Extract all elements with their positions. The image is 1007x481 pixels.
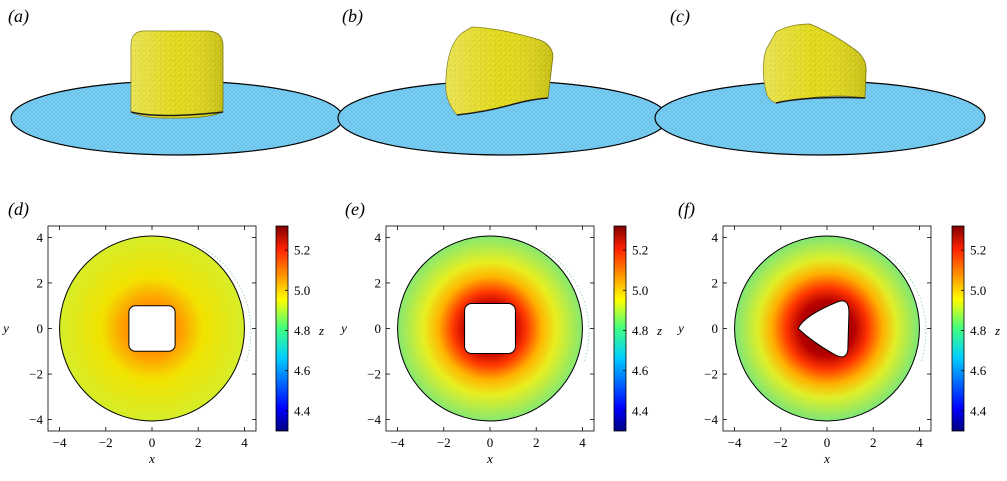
panel-label: (e) bbox=[345, 199, 365, 220]
x-tick-label: 4 bbox=[579, 435, 586, 450]
x-tick-label: 2 bbox=[870, 435, 877, 450]
colorbar-tick-label: 4.4 bbox=[294, 403, 311, 418]
y-tick-label: 4 bbox=[375, 230, 382, 245]
heatmap-panels: (d) −4 −2 0 2 4 4 2 0 −2 −4 x y 5.2 5.0 4.8 z 4.6 4.4 (e) −4… bbox=[1, 199, 1000, 466]
colorbar-tick-label: 4.4 bbox=[632, 403, 649, 418]
colorbar bbox=[276, 226, 288, 431]
cubic-particle bbox=[131, 31, 223, 118]
colorbar-label: z bbox=[994, 323, 1000, 338]
y-axis-label: y bbox=[339, 321, 347, 336]
x-tick-label: 0 bbox=[824, 435, 831, 450]
y-tick-label: −2 bbox=[704, 367, 718, 382]
colorbar-tick-label: 4.6 bbox=[970, 363, 987, 378]
heatmap-panel: (e) −4 −2 0 2 4 4 2 0 −2 −4 x y 5.2 5.0 4.8 z 4.6 4.4 bbox=[339, 199, 662, 466]
colorbar-tick-label: 4.8 bbox=[970, 323, 986, 338]
x-tick-label: 0 bbox=[487, 435, 494, 450]
colorbar-label: z bbox=[318, 323, 324, 338]
particle-footprint bbox=[465, 303, 516, 353]
y-tick-label: 2 bbox=[375, 275, 382, 290]
panel-label: (f) bbox=[678, 199, 695, 220]
y-tick-label: −4 bbox=[704, 412, 718, 427]
render-a bbox=[11, 31, 343, 155]
x-tick-label: −4 bbox=[53, 435, 67, 450]
x-tick-label: −2 bbox=[774, 435, 788, 450]
panel-label-a: (a) bbox=[8, 6, 29, 27]
colorbar-tick-label: 5.2 bbox=[970, 243, 986, 258]
colorbar-tick-label: 4.8 bbox=[294, 323, 310, 338]
y-tick-label: −4 bbox=[367, 412, 381, 427]
x-axis-label: x bbox=[148, 451, 155, 466]
colorbar-tick-label: 5.2 bbox=[632, 243, 648, 258]
colorbar-tick-label: 5.0 bbox=[632, 283, 648, 298]
colorbar-tick-label: 5.0 bbox=[970, 283, 986, 298]
x-axis-label: x bbox=[823, 451, 830, 466]
y-tick-label: 4 bbox=[712, 230, 719, 245]
x-tick-label: −4 bbox=[391, 435, 405, 450]
render-c bbox=[655, 24, 985, 155]
panel-label-c: (c) bbox=[670, 6, 690, 27]
x-tick-label: −2 bbox=[99, 435, 113, 450]
x-tick-label: 4 bbox=[916, 435, 923, 450]
y-tick-label: 2 bbox=[712, 275, 719, 290]
y-axis-label: y bbox=[676, 321, 684, 336]
y-tick-label: 0 bbox=[375, 321, 382, 336]
colorbar-tick-label: 4.6 bbox=[294, 363, 311, 378]
panel-label-b: (b) bbox=[342, 6, 363, 27]
y-tick-label: 0 bbox=[712, 321, 719, 336]
heatmap-panel: (d) −4 −2 0 2 4 4 2 0 −2 −4 x y 5.2 5.0 4.8 z 4.6 4.4 bbox=[1, 199, 324, 466]
y-tick-label: 0 bbox=[37, 321, 44, 336]
x-tick-label: −4 bbox=[728, 435, 742, 450]
y-tick-label: −2 bbox=[367, 367, 381, 382]
colorbar-tick-label: 4.8 bbox=[632, 323, 648, 338]
colorbar-tick-label: 5.2 bbox=[294, 243, 310, 258]
y-tick-label: −4 bbox=[29, 412, 43, 427]
heatmap-panel: (f) −4 −2 0 2 4 4 2 0 −2 −4 x y 5.2 5.0 4.8 z 4.6 4.4 bbox=[676, 199, 1000, 466]
x-tick-label: −2 bbox=[437, 435, 451, 450]
panel-label: (d) bbox=[8, 199, 29, 220]
y-tick-label: −2 bbox=[29, 367, 43, 382]
colorbar-tick-label: 4.4 bbox=[970, 403, 987, 418]
x-tick-label: 2 bbox=[533, 435, 540, 450]
colorbar-label: z bbox=[656, 323, 662, 338]
render-b bbox=[338, 27, 668, 155]
y-tick-label: 4 bbox=[37, 230, 44, 245]
particle-footprint bbox=[129, 306, 175, 352]
colorbar-tick-label: 4.6 bbox=[632, 363, 649, 378]
cubic-particle bbox=[763, 24, 866, 103]
colorbar bbox=[614, 226, 626, 431]
x-tick-label: 4 bbox=[241, 435, 248, 450]
colorbar-tick-label: 5.0 bbox=[294, 283, 310, 298]
x-tick-label: 2 bbox=[195, 435, 202, 450]
y-tick-label: 2 bbox=[37, 275, 44, 290]
x-axis-label: x bbox=[486, 451, 493, 466]
y-axis-label: y bbox=[1, 321, 9, 336]
colorbar bbox=[952, 226, 964, 431]
x-tick-label: 0 bbox=[149, 435, 156, 450]
